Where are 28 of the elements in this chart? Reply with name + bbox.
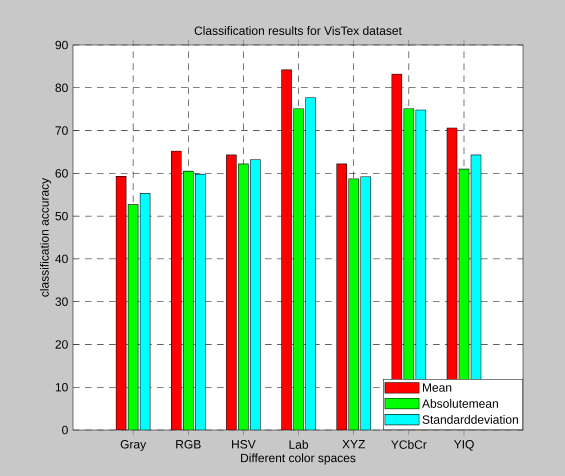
y-tick-label: 60	[56, 169, 68, 178]
bar	[336, 164, 347, 430]
x-tick-label: XYZ	[342, 440, 366, 448]
bar	[226, 154, 237, 430]
bar	[116, 176, 126, 430]
y-tick-label: 40	[55, 254, 68, 264]
x-tick-label: Gray	[120, 440, 146, 451]
y-tick-label: 70	[56, 126, 68, 135]
x-tick-label: HSV	[232, 440, 256, 449]
legend-label: Absolutemean	[422, 399, 498, 408]
chart-title: Classification results for VisTex dataset	[194, 26, 402, 35]
x-tick-label: YCbCr	[391, 440, 427, 449]
x-tick-label: RGB	[176, 440, 201, 449]
y-tick-label: 50	[55, 212, 68, 220]
y-axis-title: classification accuracy	[40, 178, 52, 297]
y-tick-label: 80	[55, 84, 68, 92]
legend-label: Standarddeviation	[422, 415, 518, 424]
y-tick-label: 30	[55, 297, 68, 306]
bar	[170, 150, 182, 430]
x-axis-title: Different color spaces	[241, 453, 356, 465]
bar	[281, 70, 292, 430]
x-tick-label: Lab	[290, 440, 308, 449]
y-tick-label: 10	[56, 382, 68, 392]
y-tick-label: 20	[56, 340, 68, 349]
y-tick-label: 0	[62, 426, 68, 434]
legend-label: Mean	[422, 383, 452, 392]
x-tick-label: YIQ	[454, 440, 474, 451]
y-tick-label: 90	[56, 40, 68, 50]
